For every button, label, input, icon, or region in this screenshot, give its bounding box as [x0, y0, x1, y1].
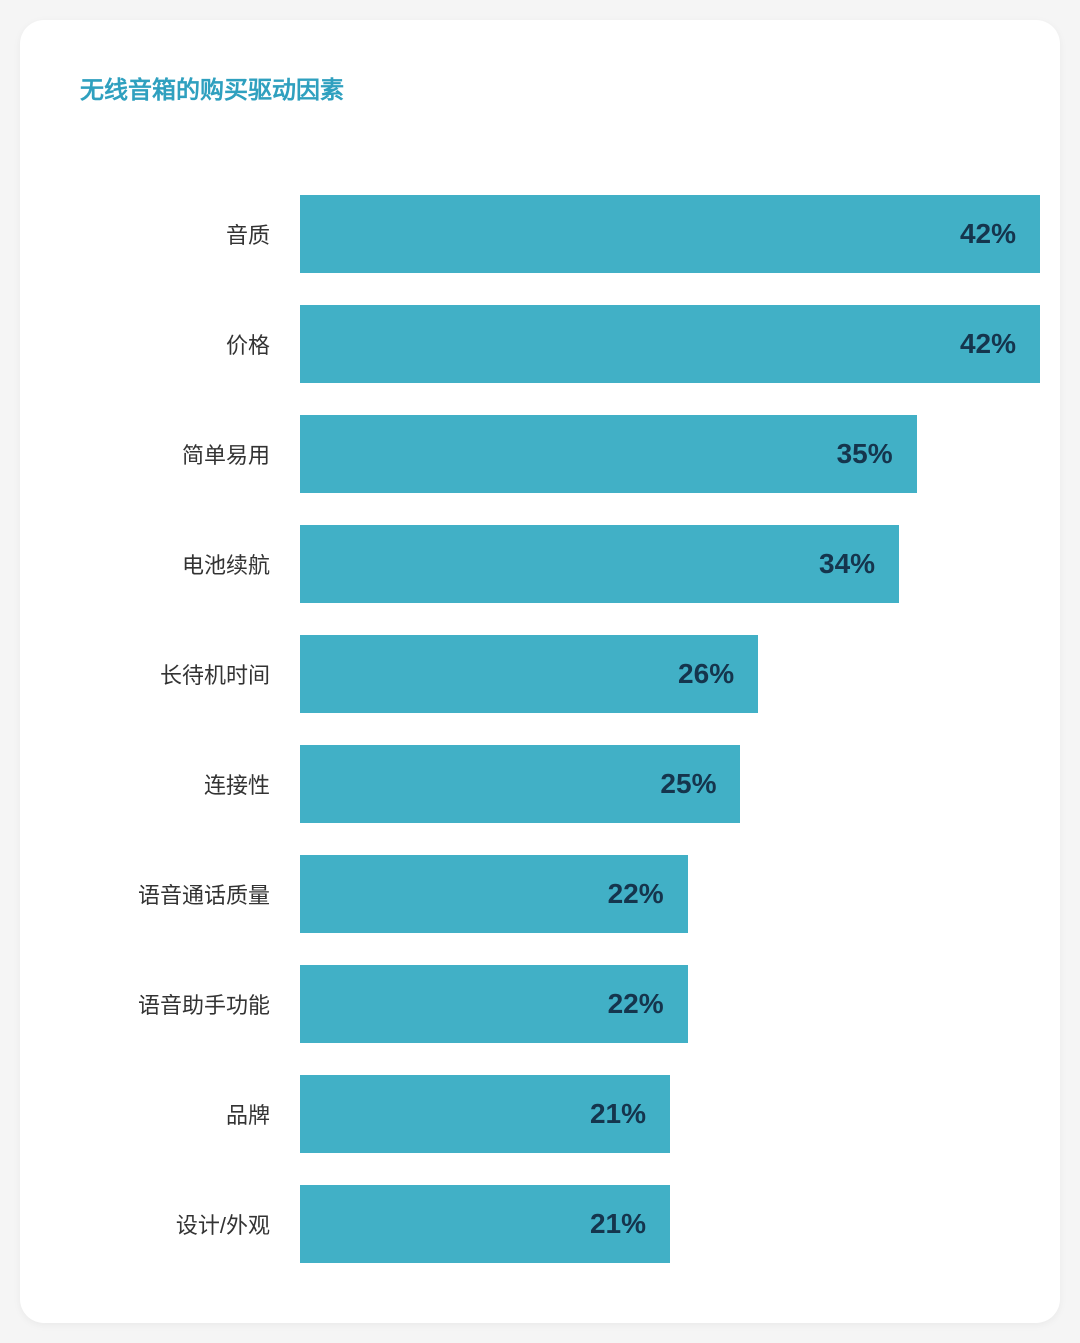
chart-area: 音质 42% 价格 42% 简单易用 35% 电池续航 34% 长待机时间 26% 连接性 25% 语音…: [40, 195, 1040, 1263]
bar: 21%: [300, 1185, 670, 1263]
bar: 22%: [300, 965, 688, 1043]
category-label: 语音助手功能: [40, 988, 300, 1020]
bar-row: 连接性 25%: [40, 745, 1040, 823]
bar-row: 语音通话质量 22%: [40, 855, 1040, 933]
bar-row: 长待机时间 26%: [40, 635, 1040, 713]
category-label: 简单易用: [40, 438, 300, 470]
chart-title: 无线音箱的购买驱动因素: [80, 70, 1040, 105]
category-label: 设计/外观: [40, 1208, 300, 1240]
bar-track: 42%: [300, 305, 1040, 383]
bar-track: 21%: [300, 1075, 1040, 1153]
bar-track: 35%: [300, 415, 1040, 493]
bar-value: 42%: [960, 328, 1016, 360]
bar: 22%: [300, 855, 688, 933]
bar-track: 25%: [300, 745, 1040, 823]
category-label: 长待机时间: [40, 658, 300, 690]
bar-value: 22%: [608, 878, 664, 910]
bar-value: 25%: [660, 768, 716, 800]
bar-row: 简单易用 35%: [40, 415, 1040, 493]
bar-value: 26%: [678, 658, 734, 690]
bar: 42%: [300, 195, 1040, 273]
bar: 21%: [300, 1075, 670, 1153]
bar-value: 22%: [608, 988, 664, 1020]
chart-card: 无线音箱的购买驱动因素 音质 42% 价格 42% 简单易用 35% 电池续航 34% 长待机时…: [20, 20, 1060, 1323]
bar-row: 价格 42%: [40, 305, 1040, 383]
bar-value: 34%: [819, 548, 875, 580]
category-label: 价格: [40, 328, 300, 360]
category-label: 品牌: [40, 1098, 300, 1130]
bar-track: 26%: [300, 635, 1040, 713]
category-label: 语音通话质量: [40, 878, 300, 910]
bar-value: 35%: [837, 438, 893, 470]
bar-row: 品牌 21%: [40, 1075, 1040, 1153]
bar: 25%: [300, 745, 740, 823]
bar-row: 语音助手功能 22%: [40, 965, 1040, 1043]
bar-row: 电池续航 34%: [40, 525, 1040, 603]
category-label: 音质: [40, 218, 300, 250]
bar-track: 34%: [300, 525, 1040, 603]
bar-track: 42%: [300, 195, 1040, 273]
bar: 42%: [300, 305, 1040, 383]
bar-value: 42%: [960, 218, 1016, 250]
bar-row: 设计/外观 21%: [40, 1185, 1040, 1263]
bar: 35%: [300, 415, 917, 493]
bar-track: 21%: [300, 1185, 1040, 1263]
bar: 34%: [300, 525, 899, 603]
bar-track: 22%: [300, 855, 1040, 933]
category-label: 电池续航: [40, 548, 300, 580]
bar: 26%: [300, 635, 758, 713]
bar-value: 21%: [590, 1208, 646, 1240]
bar-value: 21%: [590, 1098, 646, 1130]
category-label: 连接性: [40, 768, 300, 800]
bar-track: 22%: [300, 965, 1040, 1043]
bar-row: 音质 42%: [40, 195, 1040, 273]
